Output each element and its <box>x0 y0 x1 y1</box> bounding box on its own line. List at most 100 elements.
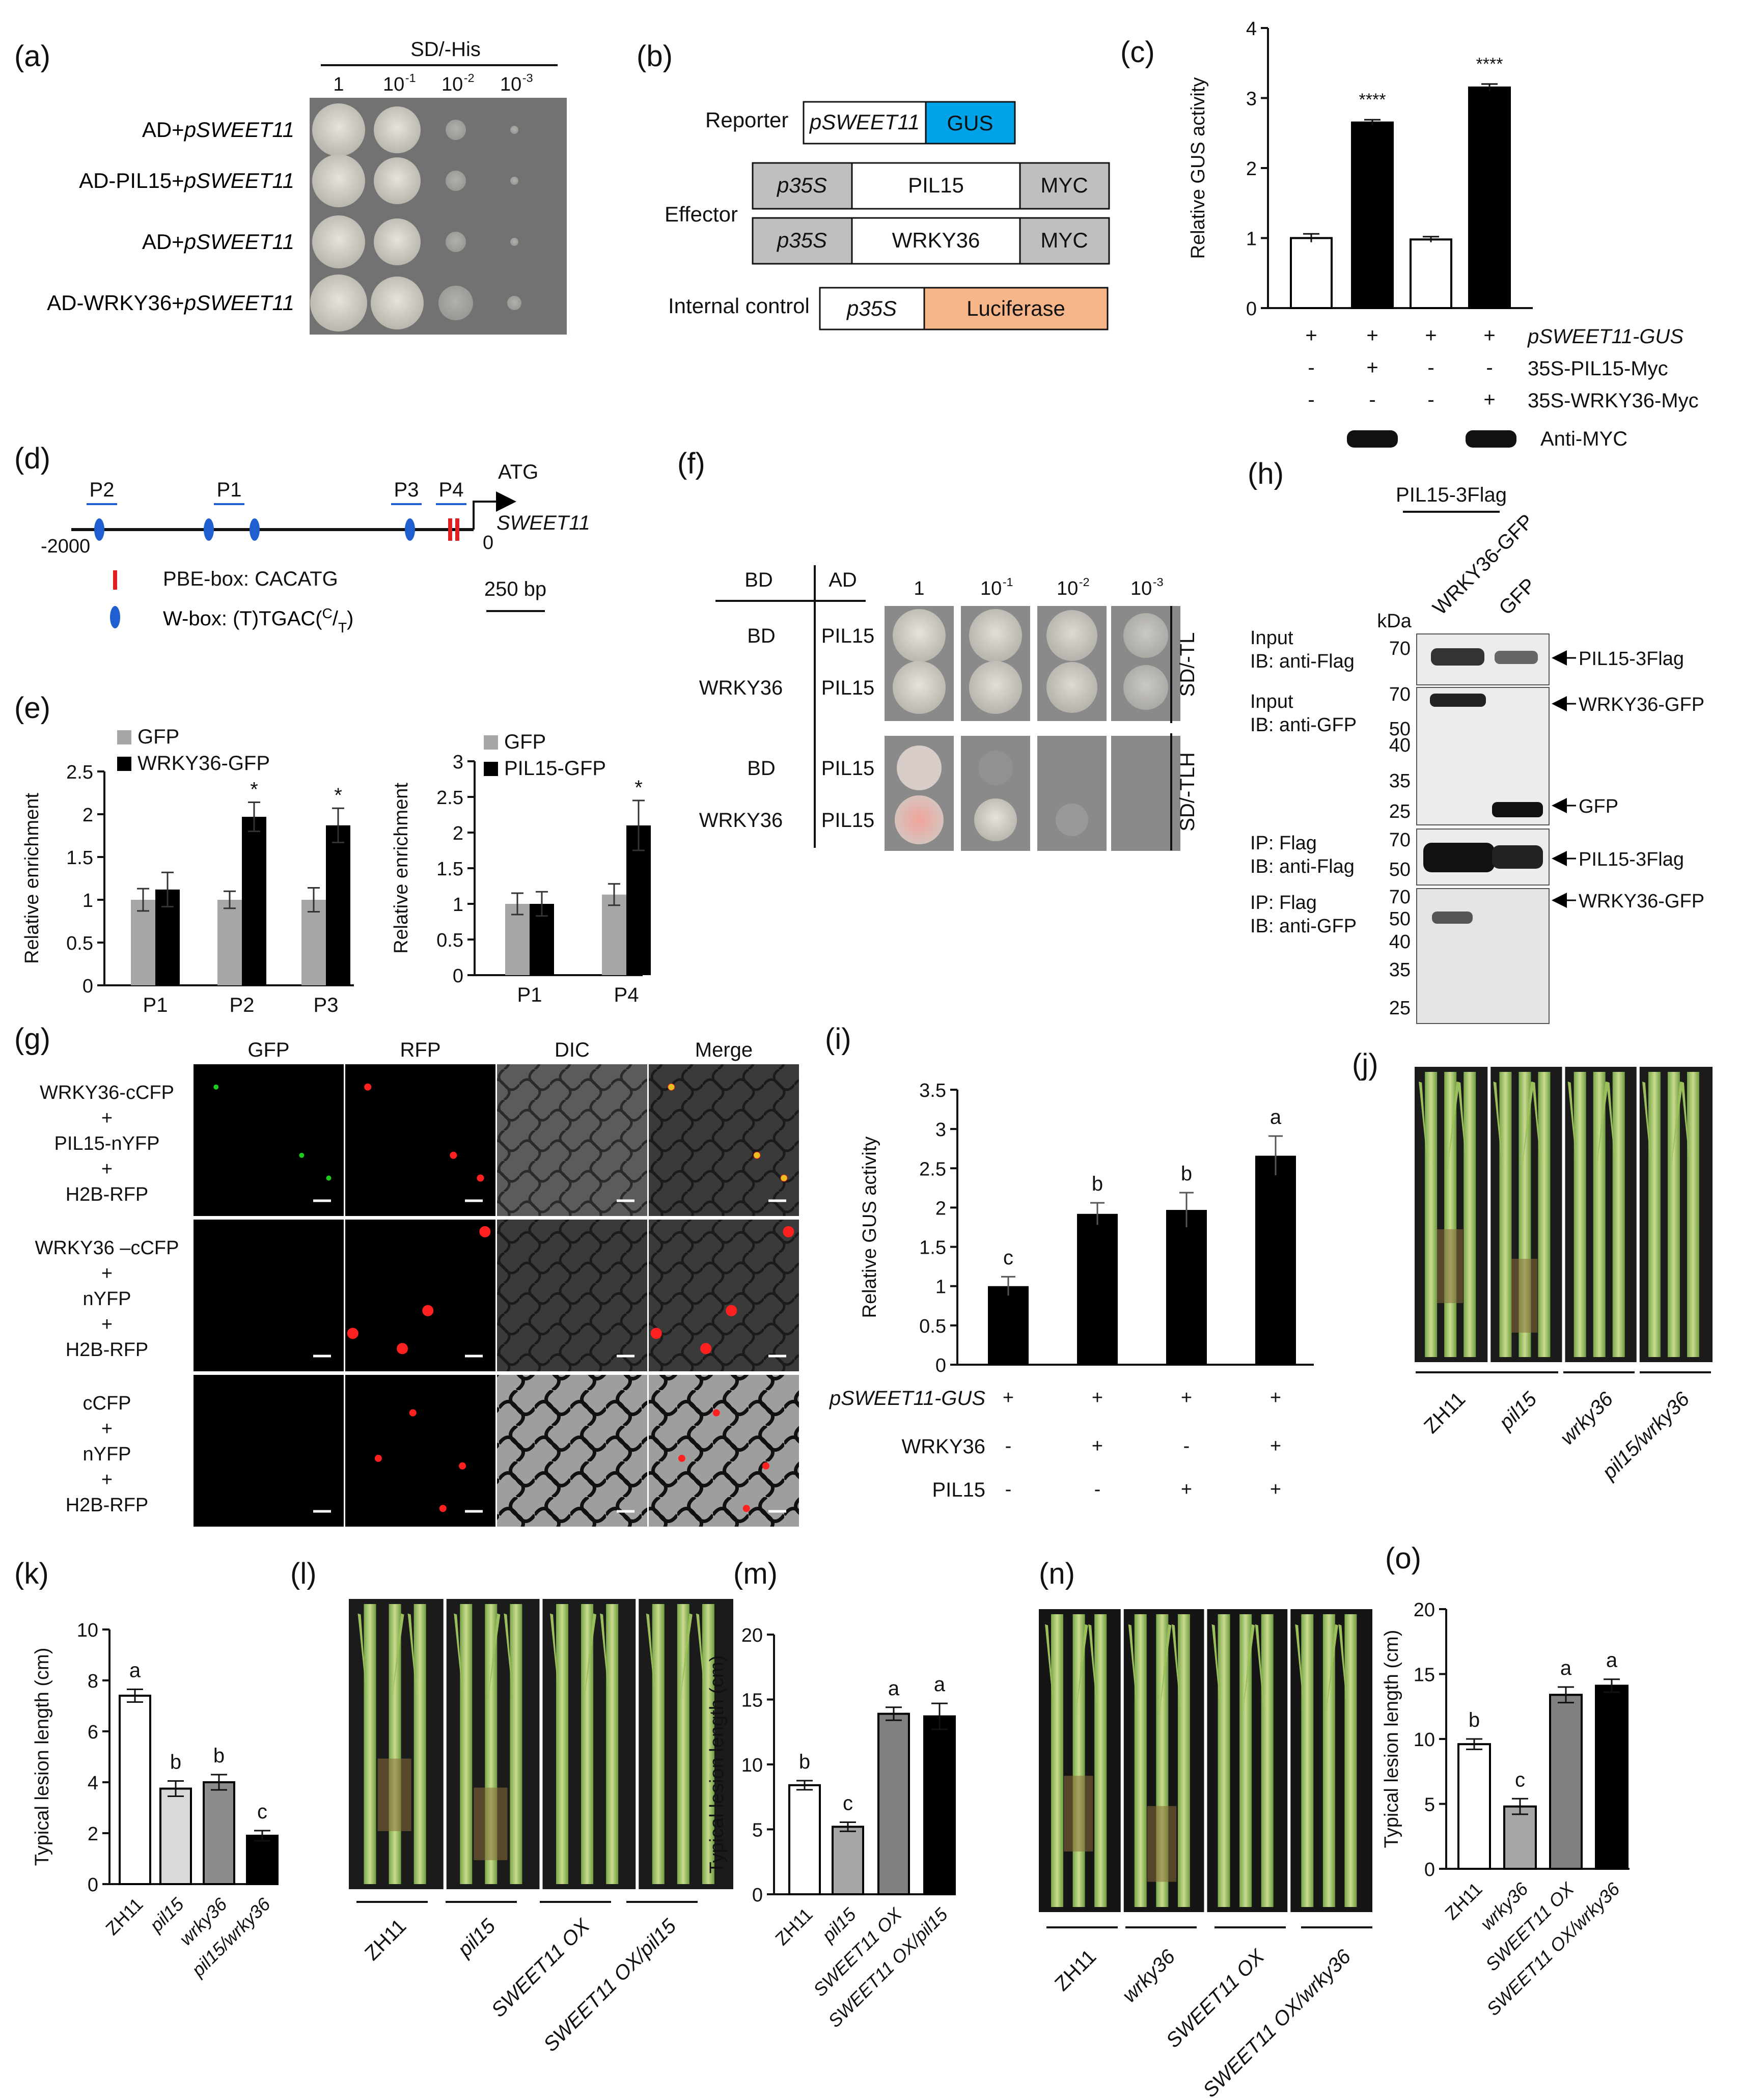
g-column-header: GFP <box>247 1039 289 1061</box>
n-leaf <box>1211 1624 1221 1716</box>
h-block-label: IP: Flag <box>1250 892 1317 914</box>
k-letter: b <box>213 1745 225 1767</box>
i-bar <box>1077 1213 1118 1365</box>
f-colony <box>974 798 1017 841</box>
e2-bar <box>505 904 530 975</box>
e2-bar <box>602 894 626 975</box>
g-nucleus-rfp <box>479 1226 491 1237</box>
l-leaf <box>407 1613 417 1701</box>
f-row-ad: PIL15 <box>821 625 875 647</box>
j-leaf <box>1419 1082 1428 1170</box>
h-kda: kDa <box>1377 611 1412 632</box>
h-block-label: Input <box>1250 691 1293 712</box>
m-category: ZH11 <box>771 1904 816 1949</box>
c-sign: + <box>1366 356 1378 379</box>
j-leaf <box>1670 1082 1683 1170</box>
m-letter: c <box>843 1792 853 1814</box>
b-effector-gene <box>851 162 1021 210</box>
l-leaf <box>357 1613 367 1701</box>
n-stem <box>1218 1614 1230 1907</box>
d-pbe-mark <box>448 518 452 541</box>
i-sign: + <box>1003 1387 1014 1408</box>
h-block-label: IB: anti-Flag <box>1250 651 1355 672</box>
g-row-label: + <box>101 1158 113 1180</box>
k-letter: c <box>257 1801 267 1823</box>
b-reporter-promoter <box>803 101 927 145</box>
n-stem <box>1134 1614 1147 1907</box>
l-stem <box>364 1604 376 1884</box>
j-lesion <box>1511 1259 1538 1333</box>
e1-legend-swatch <box>117 757 131 771</box>
g-row-label: WRKY36 –cCFP <box>35 1237 179 1259</box>
m-letter: b <box>799 1751 810 1773</box>
h-marker: 40 <box>1389 931 1411 953</box>
h-marker: 50 <box>1389 859 1411 880</box>
g-micrograph-merge <box>649 1220 799 1371</box>
g-micrograph <box>345 1375 495 1527</box>
a-row-label: AD-WRKY36+pSWEET11 <box>47 291 294 315</box>
e1-tick-label: 0 <box>82 976 93 997</box>
c-tick-label: 3 <box>1246 89 1257 110</box>
g-micrograph <box>497 1064 647 1216</box>
m-tick-label: 10 <box>741 1755 763 1776</box>
j-stem <box>1499 1072 1512 1357</box>
g-column-header: Merge <box>695 1039 753 1061</box>
l-lesion <box>474 1787 508 1860</box>
g-nucleus-rfp <box>762 1462 770 1470</box>
a-colony <box>371 277 424 329</box>
a-header: SD/-His <box>410 38 481 61</box>
o-letter: b <box>1469 1709 1480 1731</box>
o-letter: c <box>1515 1769 1525 1791</box>
h-blot-membrane <box>1416 888 1550 1024</box>
f-dilution-4-exp: -3 <box>1153 575 1164 589</box>
n-label: SWEET11 OX/wrky36 <box>1199 1945 1356 2100</box>
l-label: ZH11 <box>361 1915 410 1965</box>
i-sign: - <box>1005 1435 1012 1457</box>
m-ylabel: Typical lesion length (cm) <box>706 1655 728 1874</box>
o-letter: a <box>1560 1657 1572 1679</box>
i-tick-label: 1.5 <box>919 1237 946 1259</box>
panel-label-o: (o) <box>1385 1542 1421 1575</box>
g-row-label: H2B-RFP <box>66 1339 149 1361</box>
e1-ylabel: Relative enrichment <box>21 793 43 964</box>
i-row-label: WRKY36 <box>902 1435 986 1458</box>
f-col-ad: AD <box>829 569 857 591</box>
c-sign: + <box>1425 324 1437 347</box>
f-dilution-2-exp: -1 <box>1003 575 1013 589</box>
j-stem <box>1538 1072 1551 1357</box>
n-leaf <box>1171 1624 1181 1716</box>
g-nucleus-rfp <box>477 1174 484 1182</box>
b-gus-text: GUS <box>947 111 993 135</box>
f-dilution-4-base: 10 <box>1130 578 1152 599</box>
g-micrograph-merge <box>649 1375 799 1527</box>
h-block-label: IB: anti-GFP <box>1250 916 1357 937</box>
i-bar <box>1255 1155 1296 1365</box>
i-tick-label: 2.5 <box>919 1158 946 1180</box>
k-tick-label: 8 <box>88 1671 98 1692</box>
e1-bar <box>131 900 155 985</box>
e1-tick-label: 2.5 <box>66 762 93 783</box>
g-micrograph <box>497 1220 647 1371</box>
f-media-label: SD/-TL <box>1176 632 1199 697</box>
c-sign: - <box>1308 356 1314 379</box>
i-letter: c <box>1003 1247 1013 1269</box>
f-row-bd: BD <box>747 757 776 780</box>
a-colony <box>310 274 367 331</box>
a-colony <box>374 157 421 204</box>
n-stem <box>1051 1614 1064 1907</box>
a-colony <box>510 238 518 246</box>
o-bar <box>1595 1684 1628 1870</box>
e2-legend-label: GFP <box>504 731 546 753</box>
e1-legend-label: WRKY36-GFP <box>137 752 270 775</box>
panel-label-g: (g) <box>14 1023 50 1056</box>
n-leaf <box>1243 1624 1255 1716</box>
c-blot-band <box>1347 430 1398 448</box>
e1-bar <box>326 825 350 985</box>
panel-label-b: (b) <box>637 40 673 73</box>
g-nucleus-rfp <box>409 1409 417 1417</box>
panel-label-f: (f) <box>677 447 705 480</box>
l-stem <box>702 1604 714 1884</box>
n-leaf <box>1326 1624 1338 1716</box>
k-tick-label: 10 <box>77 1620 98 1641</box>
panel-label-j: (j) <box>1352 1048 1378 1081</box>
